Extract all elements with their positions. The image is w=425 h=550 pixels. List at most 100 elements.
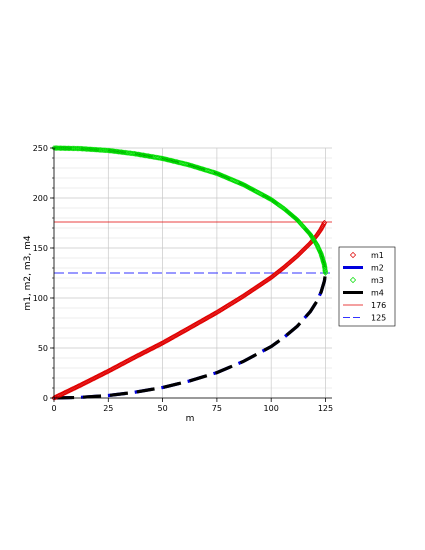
marker-m1	[74, 383, 81, 390]
marker-m1	[119, 361, 125, 367]
marker-m1	[321, 219, 328, 226]
marker-m1	[65, 388, 72, 394]
marker-m1	[182, 327, 189, 334]
marker-m1	[114, 363, 121, 370]
marker-m1	[155, 342, 161, 349]
marker-m1	[64, 388, 70, 395]
marker-m1	[146, 346, 153, 353]
marker-m1	[127, 357, 133, 363]
marker-m1	[140, 349, 147, 356]
marker-m1	[135, 352, 141, 359]
marker-m1	[117, 361, 124, 368]
marker-m1	[110, 366, 116, 372]
legend-box	[338, 246, 396, 327]
marker-m1	[100, 370, 107, 377]
marker-m3	[322, 270, 329, 276]
marker-m1	[129, 355, 135, 362]
marker-m1	[96, 373, 102, 379]
marker-m1	[153, 343, 160, 349]
marker-m3	[316, 246, 322, 253]
marker-m1	[107, 367, 114, 373]
marker-m1	[116, 362, 123, 368]
marker-m1	[89, 376, 95, 383]
marker-m3	[314, 242, 321, 249]
legend-label-125: 125	[371, 314, 386, 323]
marker-m3	[267, 196, 273, 202]
marker-m1	[172, 333, 178, 339]
marker-m1	[87, 377, 94, 383]
marker-m1	[70, 386, 76, 392]
marker-m1	[123, 358, 130, 365]
grid	[53, 147, 332, 399]
marker-m3	[322, 267, 328, 274]
marker-m1	[167, 335, 174, 342]
marker-m1	[90, 376, 96, 382]
line-m4	[53, 146, 328, 400]
y-axis-label: m1, m2, m3, m4	[23, 235, 33, 310]
legend-label-m1: m1	[371, 251, 384, 260]
marker-m1	[156, 342, 162, 348]
marker-m1	[177, 330, 184, 336]
marker-m1	[166, 336, 173, 342]
marker-m1	[131, 354, 138, 361]
marker-m1	[133, 353, 140, 359]
marker-m1	[183, 326, 190, 333]
marker-m1	[137, 351, 144, 358]
plot-area	[51, 145, 332, 401]
marker-m1	[151, 344, 158, 350]
marker-m1	[145, 347, 152, 353]
legend-label-176: 176	[371, 301, 386, 310]
marker-m1	[71, 385, 77, 392]
y-tick-label: 50	[38, 344, 48, 353]
marker-m1	[160, 339, 167, 346]
marker-m1	[108, 366, 115, 373]
marker-m1	[136, 352, 142, 358]
marker-m1	[81, 380, 88, 386]
marker-m1	[139, 350, 146, 356]
marker-m1	[78, 382, 85, 388]
marker-m1	[113, 364, 120, 370]
marker-m1	[112, 364, 118, 371]
marker-m3	[322, 268, 329, 275]
marker-m1	[68, 386, 75, 393]
marker-m1	[111, 365, 117, 371]
marker-m1	[124, 358, 131, 364]
marker-m1	[122, 359, 129, 365]
marker-m1	[97, 372, 103, 379]
marker-m1	[67, 387, 74, 393]
marker-m1	[76, 383, 82, 389]
marker-m1	[53, 394, 60, 400]
legend-label-m2: m2	[371, 264, 384, 273]
marker-m1	[94, 373, 101, 380]
marker-m3	[315, 244, 321, 250]
marker-m1	[184, 326, 191, 332]
marker-m1	[103, 369, 109, 376]
x-tick-label: 25	[103, 404, 113, 413]
legend: m1 m2 m3 m4 176 125	[338, 246, 396, 327]
marker-m1	[164, 337, 170, 344]
marker-m1	[85, 378, 92, 385]
marker-m1	[149, 345, 155, 352]
marker-m1	[60, 390, 67, 397]
axes: 0 50 100 150 200 250 0 25 50 75 100 125	[33, 144, 333, 413]
marker-m1	[132, 354, 139, 360]
marker-m1	[150, 345, 156, 351]
marker-m1	[115, 363, 122, 369]
marker-m3	[314, 241, 320, 248]
series-m1	[51, 219, 328, 401]
marker-m1	[83, 379, 89, 386]
marker-m1	[168, 335, 175, 341]
series-m3	[51, 145, 329, 276]
marker-m1	[128, 356, 134, 362]
y-tick-label: 150	[33, 244, 48, 253]
marker-m1	[106, 367, 113, 374]
marker-m1	[142, 349, 148, 355]
y-tick-label: 0	[43, 394, 48, 403]
x-axis-label: m	[186, 414, 195, 424]
marker-m1	[120, 360, 126, 367]
marker-m1	[91, 375, 97, 382]
marker-m3	[315, 245, 322, 251]
marker-m1	[180, 328, 186, 335]
marker-m1	[159, 340, 166, 346]
